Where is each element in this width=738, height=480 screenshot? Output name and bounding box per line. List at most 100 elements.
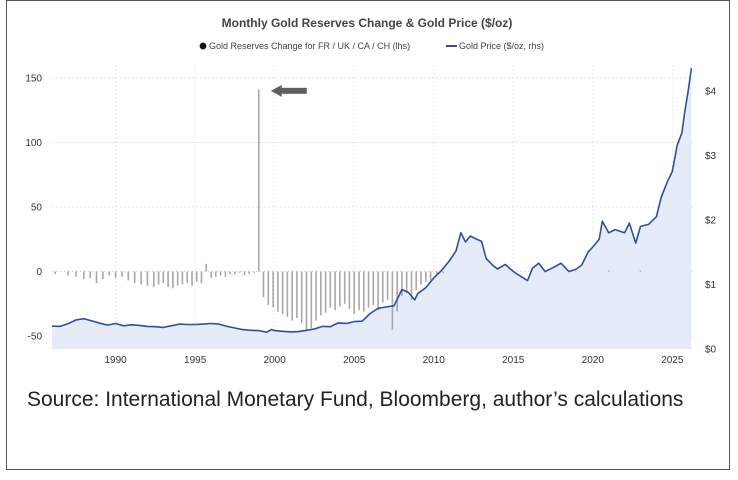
y-right-tick-label-3: $1.000 [705, 280, 717, 291]
reserve-bar-24 [200, 271, 203, 284]
x-tick-label-2000: 2000 [264, 355, 287, 366]
x-tick-label-1995: 1995 [184, 355, 207, 366]
reserve-bar-25 [205, 263, 208, 272]
reserve-bar-47 [310, 271, 313, 329]
gold-chart: Monthly Gold Reserves Change & Gold Pric… [25, 16, 717, 366]
reserve-bar-15 [157, 271, 160, 285]
reserve-bar-42 [286, 271, 289, 317]
chart-container: Monthly Gold Reserves Change & Gold Pric… [17, 5, 717, 371]
reserve-bar-53 [339, 271, 341, 307]
reserve-bar-19 [176, 271, 179, 286]
reserve-bar-48 [315, 271, 317, 321]
reserve-bar-57 [358, 271, 360, 311]
reserve-bar-34 [248, 271, 250, 275]
reserve-bar-17 [167, 271, 169, 287]
reserve-bar-32 [238, 271, 241, 273]
reserve-bar-65 [396, 271, 398, 312]
annotation-arrow-icon [270, 84, 307, 97]
source-caption: Source: International Monetary Fund, Blo… [27, 388, 684, 411]
reserve-bar-30 [229, 271, 231, 275]
legend: Gold Reserves Change for FR / UK / CA / … [199, 41, 544, 51]
reserve-bar-40 [277, 271, 279, 312]
reserve-bar-71 [425, 271, 427, 282]
reserve-bar-26 [210, 271, 212, 278]
reserve-bar-0 [54, 271, 56, 275]
reserve-bar-51 [329, 271, 332, 308]
reserve-change-bars [54, 89, 642, 331]
reserve-bar-23 [195, 271, 198, 282]
reserve-bar-27 [215, 271, 217, 277]
x-tick-label-1990: 1990 [104, 355, 127, 366]
reserve-bar-31 [234, 271, 236, 275]
reserve-bar-4 [89, 271, 91, 278]
reserve-bar-70 [420, 271, 422, 285]
reserve-bar-13 [146, 271, 149, 286]
reserve-bar-29 [224, 271, 227, 277]
y-left-tick-label-3: 0 [36, 267, 42, 278]
reserve-bar-39 [272, 271, 274, 308]
reserve-bar-45 [300, 271, 303, 324]
reserve-bar-62 [382, 271, 384, 303]
legend-label-gold-price: Gold Price ($/oz, rhs) [459, 41, 544, 51]
reserve-bar-33 [243, 271, 246, 276]
reserve-bar-16 [162, 271, 165, 284]
reserve-bar-18 [172, 271, 174, 289]
reserve-bar-5 [95, 271, 98, 284]
reserve-bar-22 [191, 271, 193, 286]
legend-label-reserves: Gold Reserves Change for FR / UK / CA / … [209, 41, 410, 51]
x-tick-label-2025: 2025 [661, 355, 684, 366]
reserve-bar-59 [367, 271, 370, 308]
reserve-bar-66 [401, 271, 403, 296]
legend-dot-marker [199, 42, 207, 50]
reserve-bar-72 [429, 271, 432, 281]
reserve-bar-46 [305, 271, 308, 331]
reserve-bar-6 [102, 271, 104, 280]
reserve-bar-60 [372, 271, 375, 306]
reserve-bar-68 [410, 271, 413, 300]
gold-price-area [52, 68, 692, 349]
y-left-tick-label-1: 100 [25, 138, 42, 149]
reserve-bar-67 [405, 271, 408, 294]
reserve-bar-50 [324, 271, 327, 313]
y-right-tick-label-1: $3.000 [705, 151, 717, 162]
reserve-bar-21 [186, 271, 188, 284]
reserve-bar-12 [140, 271, 142, 285]
reserve-bar-44 [296, 271, 298, 318]
reserve-bar-2 [75, 271, 77, 277]
arrow-shaft [280, 87, 307, 94]
x-tick-label-2010: 2010 [423, 355, 446, 366]
reserve-bar-49 [320, 271, 322, 316]
chart-title: Monthly Gold Reserves Change & Gold Pric… [222, 16, 513, 30]
reserve-bar-11 [133, 271, 136, 284]
reserve-bar-9 [121, 271, 123, 277]
arrow-head [270, 84, 282, 97]
reserve-bar-37 [262, 271, 265, 298]
left-y-axis-ticks: 150 100 50 0 -50 [25, 73, 42, 342]
y-right-tick-label-4: $0 [705, 345, 717, 356]
y-right-tick-label-2: $2.000 [705, 215, 717, 226]
y-left-tick-label-0: 150 [25, 73, 42, 84]
reserve-bar-41 [281, 271, 284, 315]
reserve-bar-10 [127, 271, 130, 281]
reserve-bar-69 [415, 271, 417, 290]
reserve-bar-8 [114, 271, 117, 278]
reserve-bar-61 [377, 271, 379, 311]
reserve-bar-52 [334, 271, 336, 311]
figure-frame: Monthly Gold Reserves Change & Gold Pric… [6, 0, 730, 470]
reserve-bar-56 [353, 271, 355, 315]
reserve-bar-1 [67, 271, 69, 276]
reserve-bar-75 [607, 270, 610, 272]
reserve-bar-43 [291, 271, 293, 321]
reserve-bar-14 [153, 271, 155, 287]
reserve-bar-35 [253, 271, 255, 273]
x-tick-label-2020: 2020 [582, 355, 605, 366]
x-tick-label-2015: 2015 [502, 355, 525, 366]
y-right-tick-label-0: $4.000 [705, 86, 717, 97]
reserve-bar-3 [83, 271, 85, 280]
reserve-bar-7 [108, 271, 111, 276]
reserve-bar-74 [442, 271, 445, 273]
right-y-axis-ticks: $4.000 $3.000 $2.000 $1.000 $0 [705, 86, 717, 355]
x-axis-ticks: 1990 1995 2000 2005 2010 2015 2020 2025 [104, 355, 683, 366]
gold-price-line [51, 68, 693, 333]
y-left-tick-label-2: 50 [31, 203, 43, 214]
